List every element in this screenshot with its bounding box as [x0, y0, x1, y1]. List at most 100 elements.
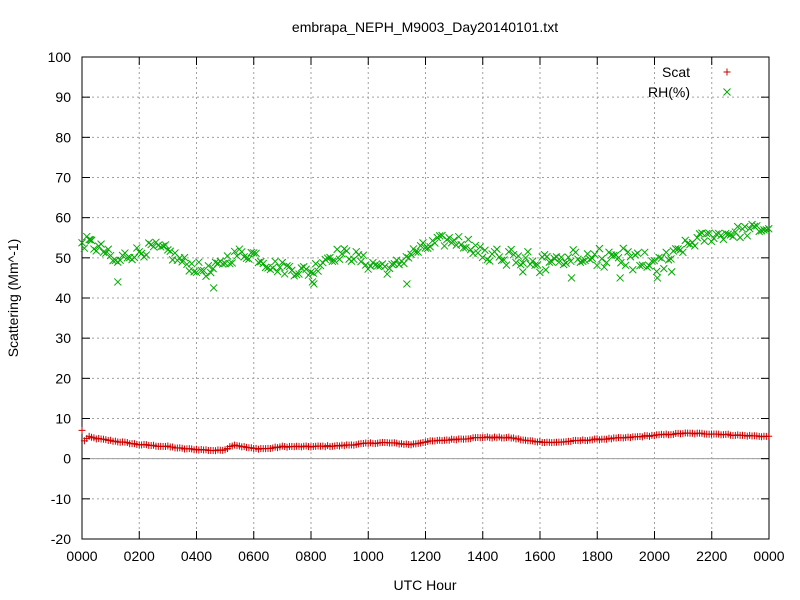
marker-stroke	[204, 261, 213, 270]
data-point	[285, 262, 294, 271]
data-point	[624, 248, 632, 256]
marker-stroke	[519, 259, 527, 268]
data-point	[562, 259, 570, 267]
marker-stroke	[373, 261, 382, 270]
data-point-outlier	[310, 280, 318, 288]
data-point	[373, 261, 382, 270]
marker-stroke	[310, 280, 318, 288]
data-point	[414, 248, 423, 256]
y-axis-title: Scattering (Mm^-1)	[5, 239, 21, 358]
marker-stroke	[268, 264, 277, 272]
marker-stroke	[531, 261, 539, 270]
data-point	[190, 267, 198, 276]
data-point	[99, 248, 108, 257]
marker-stroke	[276, 263, 284, 272]
data-point	[760, 226, 768, 234]
data-point	[493, 245, 501, 254]
series-scat	[78, 426, 773, 455]
data-point	[223, 252, 232, 260]
data-point	[521, 254, 530, 262]
x-tick-label: 0800	[295, 548, 326, 564]
marker-stroke	[683, 239, 692, 248]
data-point	[462, 243, 470, 252]
data-point	[156, 243, 165, 251]
data-point	[276, 263, 284, 272]
marker-stroke	[752, 221, 761, 230]
x-tick-label: 1200	[410, 548, 441, 564]
marker-stroke	[185, 266, 194, 275]
marker-stroke	[626, 252, 635, 261]
data-point-outlier	[403, 280, 411, 288]
y-tick-label: 100	[48, 49, 72, 65]
marker-stroke	[481, 246, 489, 255]
marker-stroke	[543, 252, 551, 261]
data-point	[566, 257, 575, 266]
marker-stroke	[154, 241, 163, 250]
data-point	[392, 256, 401, 265]
marker-stroke	[371, 261, 380, 269]
marker-stroke	[440, 242, 449, 250]
marker-stroke	[764, 224, 773, 233]
y-tick-label: 0	[63, 451, 71, 467]
marker-stroke	[335, 255, 344, 264]
marker-stroke	[342, 247, 351, 255]
data-point	[471, 241, 480, 250]
data-point	[745, 224, 754, 233]
marker-stroke	[497, 256, 506, 265]
marker-stroke	[662, 248, 671, 257]
marker-stroke	[403, 280, 411, 288]
data-point	[595, 244, 604, 253]
marker-stroke	[295, 270, 303, 278]
marker-stroke	[423, 244, 432, 253]
data-point	[762, 226, 771, 234]
marker-stroke	[633, 249, 642, 258]
marker-stroke	[390, 259, 399, 268]
marker-stroke	[566, 257, 575, 266]
marker-stroke	[518, 268, 527, 276]
data-point	[741, 222, 749, 231]
data-point	[690, 242, 699, 250]
marker-stroke	[80, 244, 89, 253]
data-point	[92, 247, 101, 255]
data-point	[309, 269, 318, 277]
marker-stroke	[86, 235, 95, 244]
marker-stroke	[171, 249, 179, 257]
data-point	[495, 253, 504, 261]
marker-stroke	[237, 248, 246, 256]
data-point	[528, 257, 537, 266]
data-point	[671, 245, 680, 253]
marker-stroke	[333, 245, 341, 254]
data-point	[454, 232, 463, 241]
data-point	[123, 254, 132, 262]
data-point	[512, 258, 520, 267]
marker-stroke	[657, 254, 666, 263]
marker-stroke	[113, 278, 122, 286]
data-point	[438, 231, 446, 240]
data-point	[431, 239, 439, 247]
marker-stroke	[435, 232, 444, 240]
data-point	[242, 254, 251, 263]
data-point	[273, 267, 282, 276]
data-point	[755, 227, 764, 236]
data-point	[526, 260, 535, 269]
marker-stroke	[411, 248, 420, 256]
marker-stroke	[724, 230, 733, 239]
marker-stroke	[524, 247, 532, 256]
data-point	[679, 248, 687, 257]
marker-stroke	[628, 265, 637, 274]
marker-stroke	[116, 256, 125, 265]
data-point	[163, 246, 172, 254]
data-point	[597, 254, 606, 263]
data-point	[230, 247, 239, 256]
marker-stroke	[135, 248, 144, 256]
data-point	[225, 259, 234, 268]
marker-stroke	[366, 262, 375, 270]
marker-stroke	[230, 247, 239, 256]
marker-stroke	[741, 222, 749, 231]
legend-label-scat: Scat	[662, 64, 690, 80]
marker-stroke	[450, 236, 458, 245]
marker-stroke	[588, 254, 597, 263]
data-point	[500, 256, 508, 264]
marker-stroke	[271, 257, 279, 266]
marker-stroke	[559, 260, 568, 269]
